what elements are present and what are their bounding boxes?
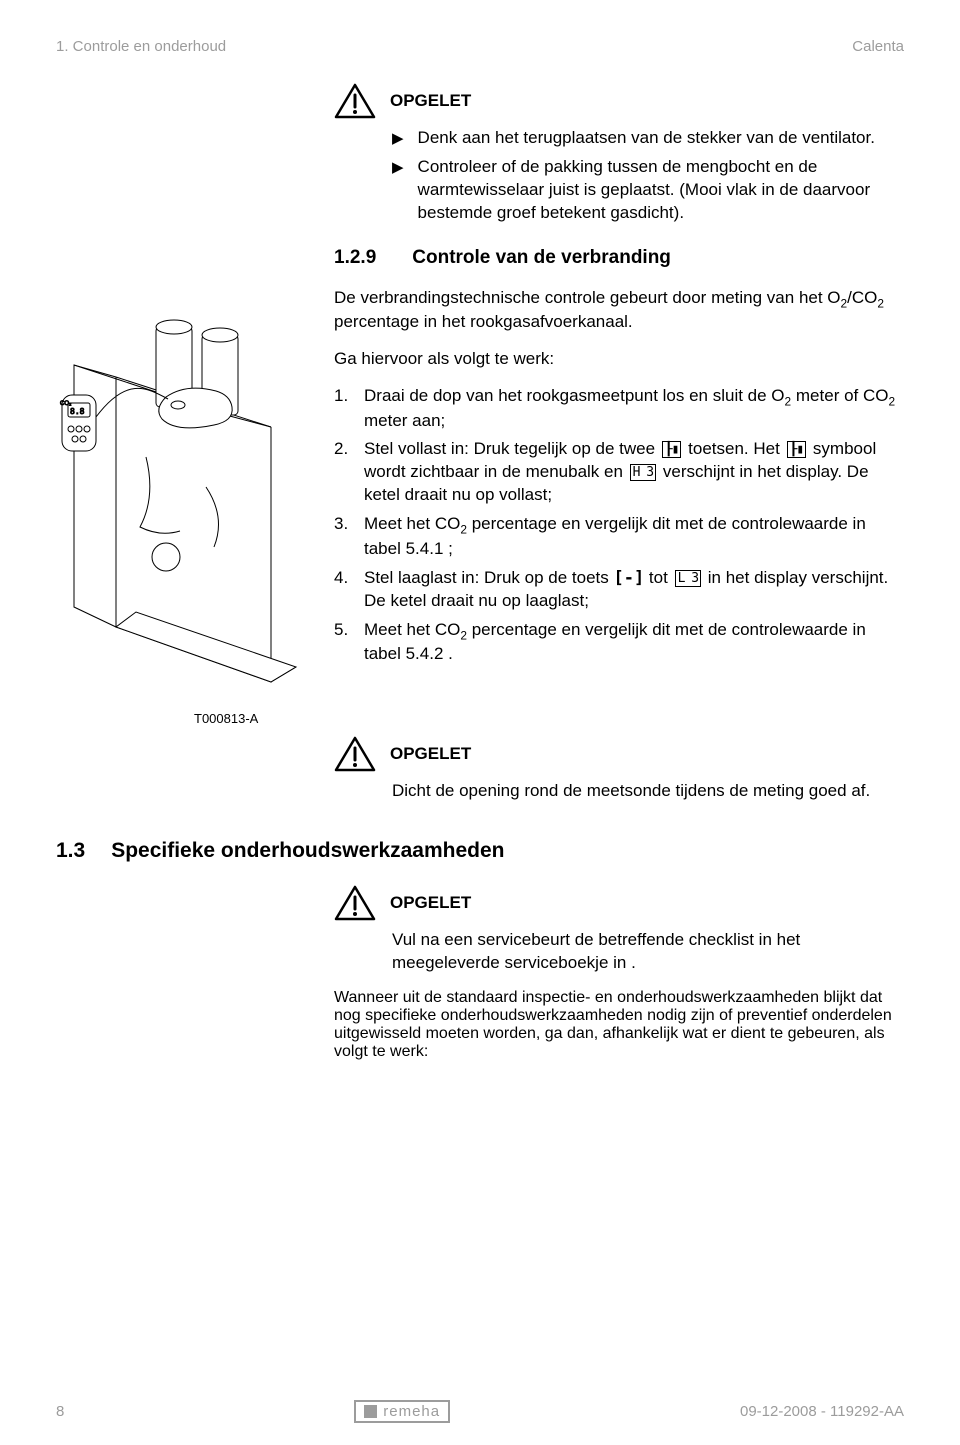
h1-number: 1.3 (56, 839, 85, 863)
page-footer: 8 remeha 09-12-2008 - 119292-AA (56, 1400, 904, 1423)
list-item: 4. Stel laaglast in: Druk op de toets [-… (334, 567, 904, 613)
figure-label: T000813-A (56, 711, 904, 726)
arrow-icon: ▶ (392, 158, 404, 225)
caution-title: OPGELET (390, 744, 471, 764)
section-number: 1.2.9 (334, 247, 376, 269)
warning-icon (334, 83, 376, 119)
boiler-diagram: 8.8 CO₂ (56, 287, 312, 707)
svg-text:8.8: 8.8 (70, 407, 85, 416)
caution-bullet: ▶ Controleer of de pakking tussen de men… (392, 156, 904, 225)
brand-name: remeha (383, 1403, 440, 1420)
caution-block-2: OPGELET Dicht de opening rond de meetson… (334, 736, 904, 803)
section-heading: 1.2.9 Controle van de verbranding (334, 247, 904, 269)
procedure-text: De verbrandingstechnische controle gebeu… (334, 287, 904, 707)
intro-text: De verbrandingstechnische controle gebeu… (334, 288, 841, 307)
section-title: Controle van de verbranding (412, 247, 671, 269)
list-item: 5. Meet het CO2 percentage en vergelijk … (334, 619, 904, 666)
caution-block-3: OPGELET Vul na een servicebeurt de betre… (334, 885, 904, 975)
caution-bullet: ▶ Denk aan het terugplaatsen van de stek… (392, 127, 904, 150)
list-item: 3. Meet het CO2 percentage en vergelijk … (334, 513, 904, 560)
caution-title: OPGELET (390, 893, 471, 913)
logo-square-icon (364, 1405, 377, 1418)
keypad-icon: ┠▮ (787, 441, 807, 458)
keypad-icon: ┠▮ (662, 441, 682, 458)
minus-key: [-] (613, 568, 644, 588)
caution-text: Denk aan het terugplaatsen van de stekke… (418, 127, 875, 150)
header-right: Calenta (852, 38, 904, 55)
svg-text:CO₂: CO₂ (60, 401, 72, 407)
page-header: 1. Controle en onderhoud Calenta (56, 38, 904, 55)
warning-icon (334, 885, 376, 921)
closing-paragraph: Wanneer uit de standaard inspectie- en o… (334, 989, 904, 1061)
display-code-icon: L 3 (675, 570, 701, 587)
h1-title: Specifieke onderhoudswerkzaamheden (111, 839, 504, 863)
footer-date-code: 09-12-2008 - 119292-AA (740, 1403, 904, 1420)
step-list: 1. Draai de dop van het rookgasmeetpunt … (334, 385, 904, 666)
caution-text: Dicht de opening rond de meetsonde tijde… (392, 781, 870, 800)
display-code-icon: H 3 (630, 464, 656, 481)
lead-text: Ga hiervoor als volgt te werk: (334, 348, 904, 371)
footer-page-number: 8 (56, 1403, 64, 1420)
list-item: 1. Draai de dop van het rookgasmeetpunt … (334, 385, 904, 432)
arrow-icon: ▶ (392, 129, 404, 150)
header-left: 1. Controle en onderhoud (56, 38, 226, 55)
warning-icon (334, 736, 376, 772)
brand-logo: remeha (354, 1400, 450, 1423)
caution-text: Controleer of de pakking tussen de mengb… (418, 156, 904, 225)
list-item: 2. Stel vollast in: Druk tegelijk op de … (334, 438, 904, 507)
caution-title: OPGELET (390, 91, 471, 111)
section-1-3-heading: 1.3 Specifieke onderhoudswerkzaamheden (56, 839, 904, 863)
caution-text: Vul na een servicebeurt de betreffende c… (392, 930, 800, 972)
caution-block-1: OPGELET ▶ Denk aan het terugplaatsen van… (334, 83, 904, 225)
